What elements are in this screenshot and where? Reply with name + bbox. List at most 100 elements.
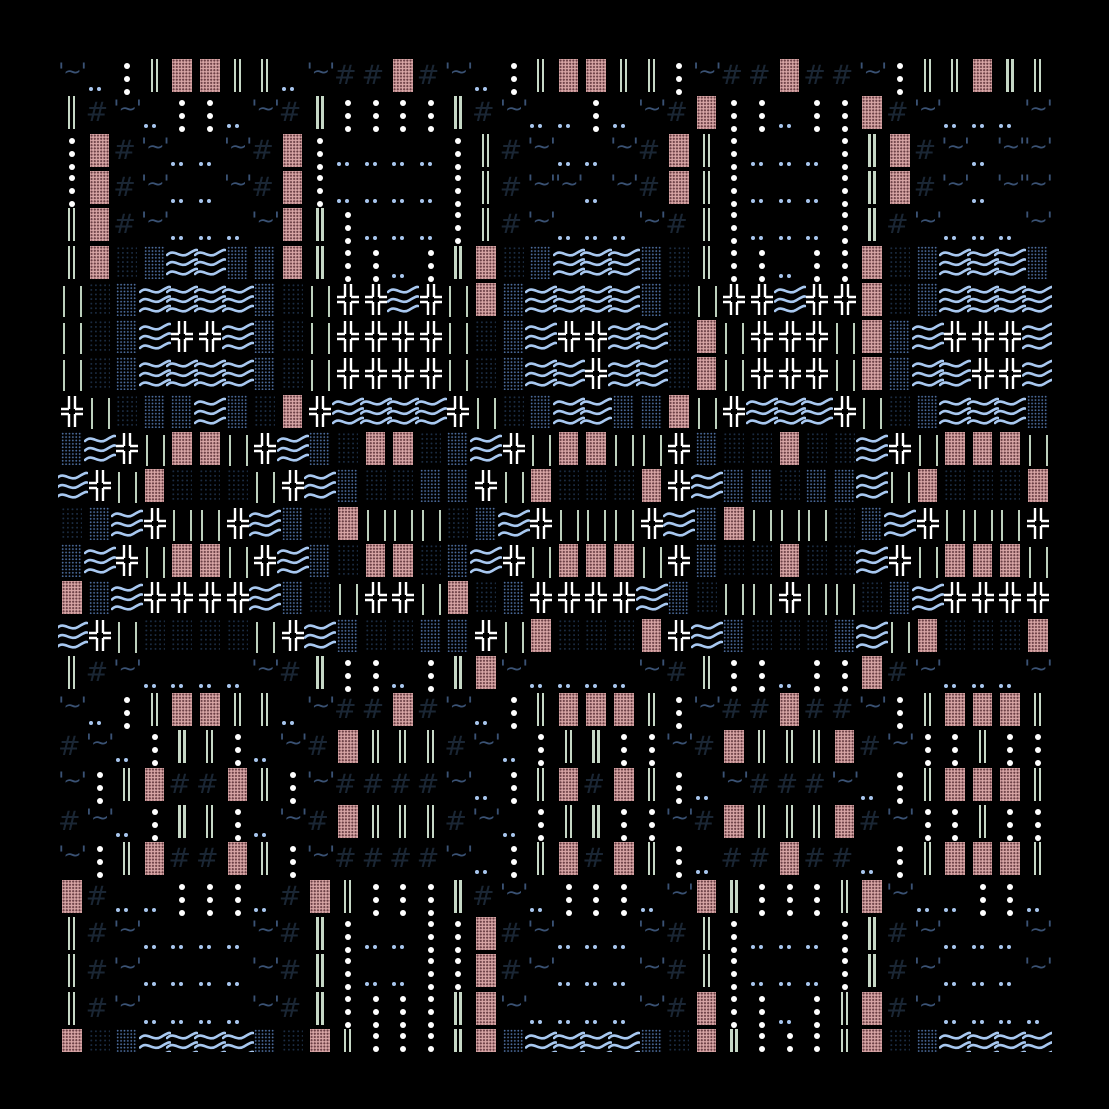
- glyph-cell-vertical-dots: [582, 94, 610, 131]
- low-dots-icon: [171, 236, 176, 241]
- blue-dot-shade-icon: [889, 357, 910, 391]
- glyph-cell-pink-shade-block: [665, 169, 693, 206]
- glyph-cell-blue-dot-shade: [334, 617, 362, 654]
- glyph-cell-double-vertical-bar: [831, 878, 859, 915]
- glyph-cell-thin-pipe-pair: [306, 355, 334, 392]
- quoted-tilde-icon: '~': [527, 917, 556, 943]
- vertical-dots-icon: [676, 846, 683, 853]
- wave-icon: [608, 322, 640, 350]
- glyph-cell-pink-shade-block: [196, 542, 224, 579]
- low-dots-icon: [254, 833, 259, 837]
- thin-pipe-pair-icon: [559, 509, 562, 541]
- glyph-cell-low-dots: [362, 206, 390, 243]
- glyph-cell-vertical-dots: [444, 915, 472, 952]
- double-cross-icon: [502, 544, 525, 576]
- glyph-cell-pink-shade-block: [969, 430, 997, 467]
- wave-icon: [994, 285, 1027, 313]
- blue-dot-shade-icon: [502, 1028, 524, 1052]
- glyph-cell-vertical-dots: [1024, 728, 1052, 765]
- glyph-cell-quoted-tilde: '~': [914, 206, 943, 243]
- glyph-cell-pink-shade-block: [969, 691, 997, 728]
- dark-dot-shade-icon: [88, 320, 110, 354]
- quoted-tilde-icon: '~': [527, 171, 556, 197]
- low-dots-icon: [585, 236, 590, 241]
- low-dots-icon: [171, 161, 176, 166]
- glyph-cell-dark-dot-shade: [279, 1027, 307, 1052]
- glyph-cell-vertical-dots: [334, 952, 362, 989]
- hash-icon: #: [830, 60, 854, 91]
- wave-icon: [470, 546, 502, 574]
- glyph-cell-wave: [635, 579, 668, 616]
- thin-pipe-pair-icon: [63, 285, 65, 317]
- glyph-cell-double-vertical-bar: [748, 728, 776, 765]
- glyph-cell-double-vertical-bar: [251, 57, 279, 94]
- low-dots-icon: [585, 683, 590, 688]
- blue-dot-shade-icon: [419, 469, 441, 503]
- glyph-cell-pink-shade-block: [279, 393, 307, 430]
- double-cross-icon: [447, 395, 470, 427]
- low-dots-icon: [751, 161, 755, 166]
- glyph-cell-pink-shade-block: [389, 430, 417, 467]
- blue-dot-shade-icon: [447, 469, 469, 503]
- hash-icon: #: [830, 694, 854, 726]
- dark-dot-shade-icon: [999, 469, 1021, 503]
- double-vertical-bar-icon: [923, 842, 926, 876]
- low-dots-icon: [143, 944, 148, 949]
- vertical-dots-icon: [841, 174, 848, 181]
- vertical-dots-icon: [759, 883, 765, 890]
- wave-icon: [138, 285, 171, 313]
- glyph-cell-vertical-dots: [803, 878, 831, 915]
- glyph-cell-low-dots: [417, 206, 445, 243]
- glyph-cell-quoted-tilde: '~': [858, 57, 888, 94]
- wave-icon: [166, 1031, 199, 1052]
- double-vertical-bar-icon: [261, 59, 264, 92]
- glyph-cell-low-dots: [693, 840, 721, 877]
- hash-icon: #: [637, 134, 661, 166]
- double-vertical-bar-icon: [371, 730, 374, 764]
- blue-dot-shade-icon: [281, 506, 303, 540]
- pink-shade-block-icon: [393, 693, 413, 727]
- glyph-cell-low-dots: [224, 952, 252, 989]
- glyph-cell-thin-pipe-pair: [306, 281, 334, 318]
- hash-icon: #: [803, 694, 826, 726]
- glyph-cell-double-cross: [996, 318, 1024, 355]
- glyph-cell-quoted-tilde: '~': [693, 57, 722, 94]
- vertical-dots-icon: [400, 1032, 407, 1039]
- glyph-cell-low-dots: [582, 952, 610, 989]
- glyph-cell-hash: #: [665, 990, 693, 1027]
- blue-dot-shade-icon: [668, 581, 690, 615]
- double-vertical-bar-icon: [68, 991, 71, 1025]
- vertical-dots-icon: [372, 995, 379, 1002]
- glyph-cell-low-dots: [555, 132, 583, 169]
- wave-icon: [1022, 322, 1052, 350]
- glyph-cell-quoted-tilde: '~': [638, 915, 667, 952]
- vertical-dots-icon: [151, 809, 158, 815]
- glyph-cell-vertical-dots: [638, 803, 666, 840]
- glyph-cell-hash: #: [279, 990, 307, 1027]
- pink-shade-block-icon: [641, 618, 662, 652]
- glyph-cell-quoted-tilde: '~': [86, 803, 115, 840]
- glyph-cell-thin-pipe-pair: [224, 542, 252, 579]
- glyph-cell-pink-shade-block: [555, 691, 583, 728]
- glyph-cell-double-vertical-bar: [113, 840, 141, 877]
- quoted-tilde-icon: '~': [1024, 97, 1052, 123]
- glyph-cell-low-dots: [776, 244, 804, 281]
- quoted-tilde-icon: '~': [113, 917, 142, 943]
- low-dots-icon: [778, 198, 783, 203]
- thin-pipe-pair-icon: [946, 509, 949, 541]
- glyph-cell-quoted-tilde: '~': [555, 169, 584, 206]
- dark-dot-shade-icon: [281, 282, 303, 316]
- glyph-cell-dark-dot-shade: [224, 467, 252, 504]
- glyph-cell-wave: [138, 318, 171, 355]
- double-vertical-bar-icon: [316, 954, 319, 988]
- vertical-dots-icon: [1035, 809, 1041, 815]
- wave-icon: [83, 434, 116, 462]
- thin-pipe-pair-icon: [449, 285, 452, 317]
- hash-icon: #: [886, 209, 909, 241]
- blue-dot-shade-icon: [337, 469, 358, 503]
- glyph-cell-pink-shade-block: [858, 244, 886, 281]
- wave-icon: [966, 397, 999, 425]
- hash-icon: #: [748, 843, 771, 875]
- low-dots-icon: [392, 982, 397, 987]
- glyph-cell-wave: [166, 281, 199, 318]
